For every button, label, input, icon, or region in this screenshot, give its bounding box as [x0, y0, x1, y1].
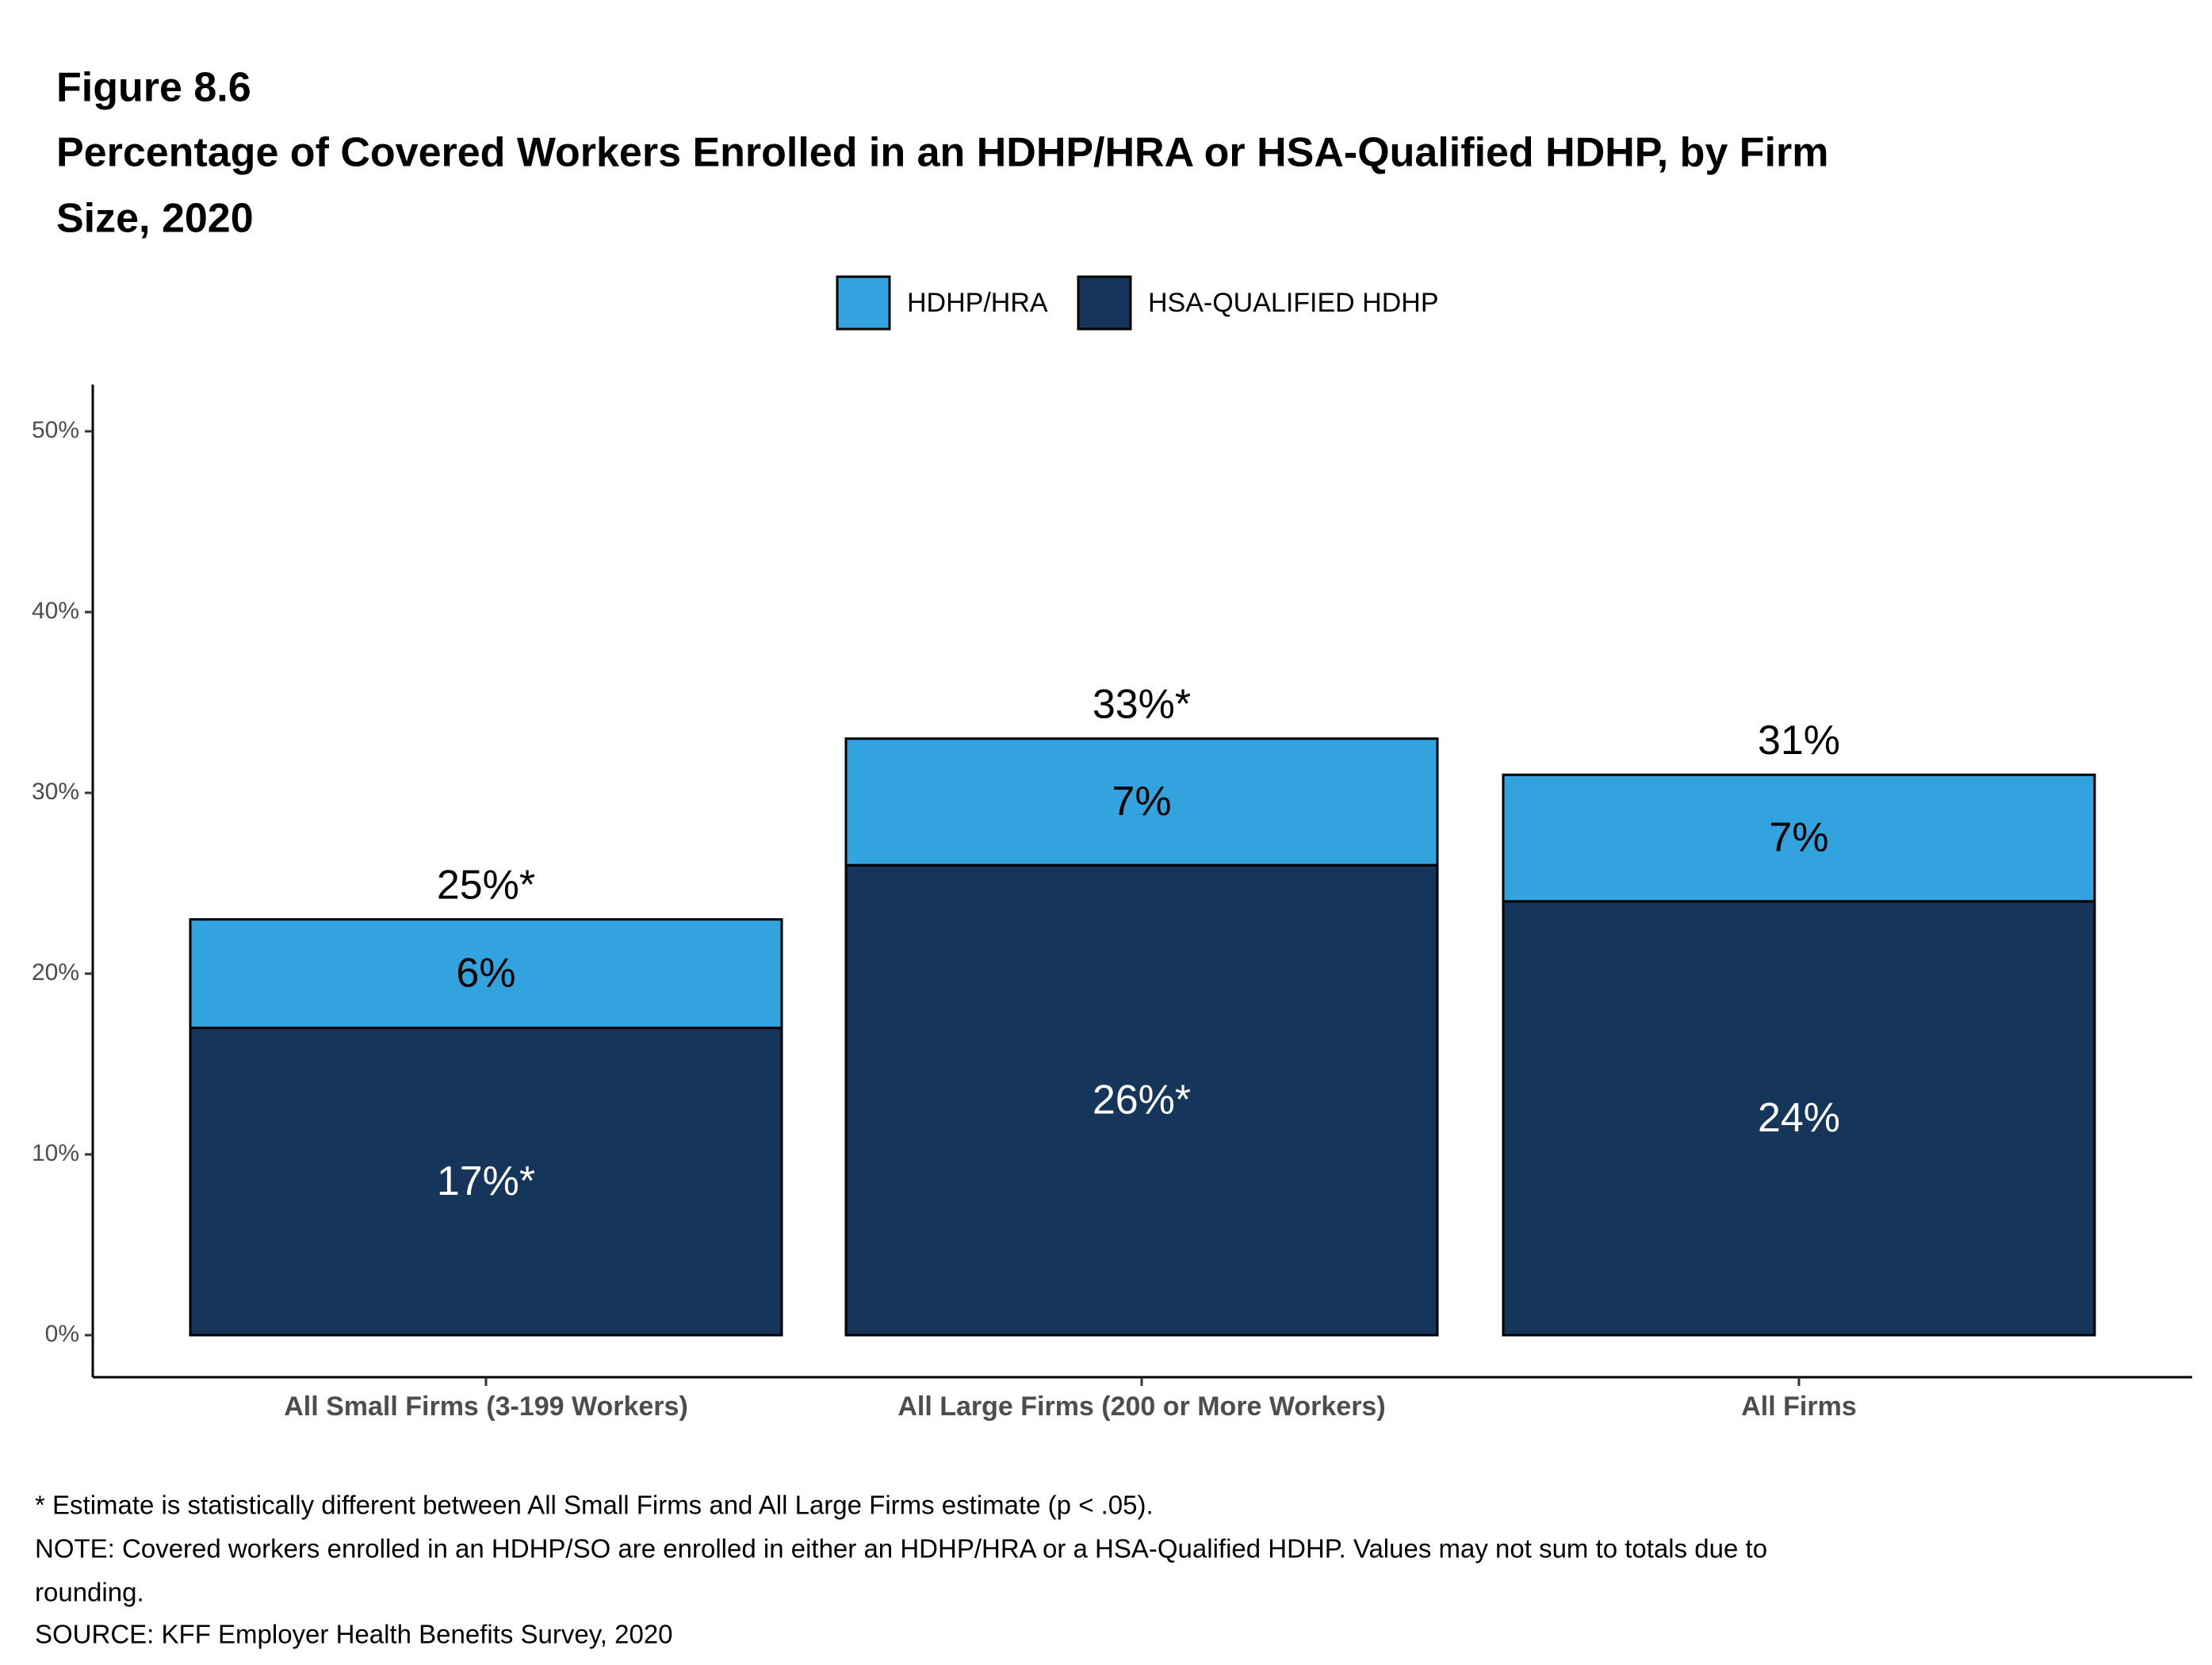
total-label: 31%	[1758, 718, 1840, 764]
x-tick-label: All Firms	[1741, 1391, 1856, 1422]
chart-title: Size, 2020	[56, 196, 254, 242]
note: * Estimate is statistically different be…	[35, 1491, 1154, 1520]
total-label: 33%*	[1093, 681, 1191, 727]
y-tick-label: 20%	[32, 959, 79, 986]
x-tick-label: All Large Firms (200 or More Workers)	[897, 1391, 1385, 1422]
y-tick-label: 0%	[45, 1321, 79, 1347]
y-tick-label: 30%	[32, 779, 79, 805]
x-tick-label: All Small Firms (3-199 Workers)	[284, 1391, 688, 1422]
value-label: 7%	[1769, 815, 1828, 861]
y-tick-label: 10%	[32, 1140, 79, 1166]
value-label: 17%*	[437, 1158, 535, 1204]
bar-segment	[189, 1026, 783, 1337]
note: NOTE: Covered workers enrolled in an HDH…	[35, 1534, 1767, 1564]
value-label: 26%*	[1093, 1077, 1191, 1123]
legend-swatch	[1077, 275, 1132, 331]
legend-label: HSA-QUALIFIED HDHP	[1148, 288, 1439, 318]
bar-segment	[189, 918, 783, 1029]
value-label: 24%	[1758, 1095, 1840, 1141]
y-tick-label: 40%	[32, 598, 79, 624]
bar-segment	[1502, 900, 2096, 1337]
bar-segment	[844, 737, 1439, 867]
legend-label: HDHP/HRA	[907, 288, 1048, 318]
note: rounding.	[35, 1578, 144, 1607]
total-label: 25%*	[437, 862, 535, 908]
value-label: 7%	[1112, 779, 1171, 825]
legend-swatch	[836, 275, 891, 331]
figure-label: Figure 8.6	[56, 65, 251, 111]
bar-segment	[844, 863, 1439, 1337]
y-tick-label: 50%	[32, 417, 79, 443]
note: SOURCE: KFF Employer Health Benefits Sur…	[35, 1620, 673, 1649]
bar-segment	[1502, 773, 2096, 903]
value-label: 6%	[456, 951, 515, 997]
chart-title: Percentage of Covered Workers Enrolled i…	[56, 130, 1829, 176]
